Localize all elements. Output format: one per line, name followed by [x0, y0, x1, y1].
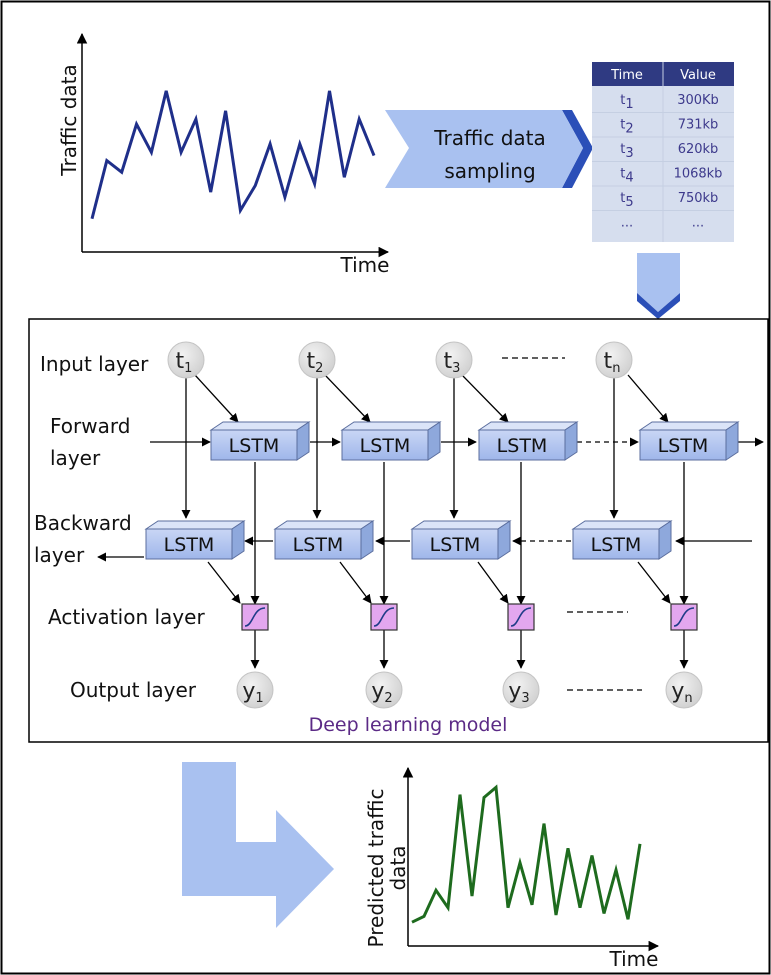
forward-layer-label-2: layer — [50, 446, 101, 470]
table-cell-time-sub: 1 — [625, 97, 633, 112]
table-cell-time-base: ... — [621, 216, 633, 231]
output-node-label-base: y — [671, 679, 684, 704]
table-cell-time-sub: 4 — [625, 171, 633, 186]
bottom-chart-series-line — [412, 787, 640, 922]
sampling-arrow: Traffic data sampling — [385, 110, 593, 188]
output-node-label-base: y — [371, 679, 384, 704]
lstm-forward-2: LSTM — [342, 422, 440, 460]
lstm-backward-1-top — [146, 521, 244, 529]
backward-layer-label-1: Backward — [34, 511, 132, 535]
top-chart: Traffic data Time — [57, 34, 389, 277]
activation-cell — [508, 604, 534, 630]
top-chart-xlabel: Time — [340, 253, 390, 277]
output-layer-label: Output layer — [70, 678, 197, 702]
arrow-t2-forward — [325, 375, 370, 422]
table-cell-time-sub: 5 — [625, 195, 633, 210]
sampling-label-line2: sampling — [444, 159, 535, 183]
lstm-backward-1: LSTM — [146, 521, 244, 559]
lstm-backward-n-label: LSTM — [591, 534, 642, 556]
lstm-backward-3-top — [412, 521, 510, 529]
sampling-label-line1: Traffic data — [433, 126, 546, 150]
top-chart-ylabel: Traffic data — [57, 64, 81, 177]
output-node-label-sub: 3 — [521, 691, 529, 706]
model-title: Deep learning model — [309, 714, 508, 736]
table-cell-value: 750kb — [678, 191, 719, 206]
lstm-backward-n: LSTM — [573, 521, 671, 559]
lstm-backward-2-top — [275, 521, 373, 529]
lstm-forward-3: LSTM — [479, 422, 577, 460]
lstm-forward-1-label: LSTM — [229, 435, 280, 457]
table-cell-value: ... — [692, 216, 704, 231]
lstm-forward-n-top — [640, 422, 738, 430]
table-cell-time-sub: 3 — [625, 146, 633, 161]
output-node-label-base: y — [508, 679, 521, 704]
arrow-backward1-act — [208, 562, 240, 603]
lstm-backward-2-label: LSTM — [293, 534, 344, 556]
arrow-t3-forward — [462, 375, 508, 422]
lstm-backward-3: LSTM — [412, 521, 510, 559]
input-node-label-sub: n — [612, 361, 620, 376]
lstm-forward-2-top — [342, 422, 440, 430]
lstm-forward-1: LSTM — [211, 422, 309, 460]
input-node-label-sub: 1 — [184, 361, 192, 376]
lstm-forward-1-top — [211, 422, 309, 430]
activation-cell — [371, 604, 397, 630]
output-node-label-sub: n — [684, 691, 692, 706]
input-node-label-sub: 2 — [315, 361, 323, 376]
arrow-backward2-act — [340, 562, 371, 603]
lstm-forward-n-label: LSTM — [658, 435, 709, 457]
bottom-chart: Predicted traffic data Time — [364, 768, 658, 971]
backward-layer-label-2: layer — [34, 543, 85, 567]
result-arrow — [182, 762, 334, 928]
bottom-chart-ylabel-2: data — [386, 845, 410, 890]
activation-cell — [671, 604, 697, 630]
lstm-backward-3-label: LSTM — [430, 534, 481, 556]
output-node-label-base: y — [242, 679, 255, 704]
activation-cell — [242, 604, 268, 630]
lstm-forward-2-label: LSTM — [360, 435, 411, 457]
bottom-chart-xlabel: Time — [609, 947, 659, 971]
output-node-label-sub: 2 — [384, 691, 392, 706]
table-header-value: Value — [680, 68, 716, 83]
table-cell-time-sub: 2 — [625, 122, 633, 137]
lstm-backward-2: LSTM — [275, 521, 373, 559]
table-cell-value: 1068kb — [674, 167, 723, 182]
arrow-backward3-act — [478, 562, 508, 603]
input-layer-label: Input layer — [40, 352, 149, 376]
lstm-forward-n: LSTM — [640, 422, 738, 460]
activation-layer-label: Activation layer — [48, 605, 205, 629]
table-header-time: Time — [610, 68, 643, 83]
arrow-t1-forward — [195, 375, 238, 422]
bottom-chart-ylabel-1: Predicted traffic — [364, 789, 388, 948]
lstm-forward-3-top — [479, 422, 577, 430]
table-cell-time: ... — [621, 216, 633, 231]
arrow-backwardn-act — [638, 562, 670, 603]
input-node-label-sub: 3 — [452, 361, 460, 376]
output-node-label-sub: 1 — [255, 691, 263, 706]
lstm-forward-3-label: LSTM — [497, 435, 548, 457]
lstm-backward-n-top — [573, 521, 671, 529]
lstm-backward-1-label: LSTM — [164, 534, 215, 556]
activation-cells — [242, 604, 697, 630]
top-chart-series-line — [92, 91, 374, 219]
table-cell-value: 620kb — [678, 142, 719, 157]
forward-layer-label-1: Forward — [50, 414, 130, 438]
arrow-tn-forward — [628, 375, 668, 422]
table-cell-value: 300Kb — [677, 93, 719, 108]
table-cell-value: 731kb — [678, 118, 719, 133]
